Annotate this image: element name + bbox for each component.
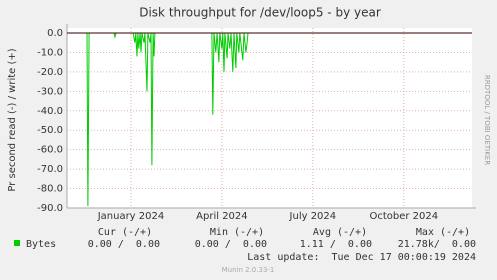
stats-header: Max (-/+) — [416, 227, 470, 238]
y-tick-label: -70.0 — [37, 164, 63, 175]
x-tick-label: April 2024 — [196, 211, 247, 222]
x-tick-label: January 2024 — [97, 211, 165, 222]
y-axis-label: Pr second read (-) / write (+) — [7, 48, 18, 191]
y-tick-label: -40.0 — [37, 106, 63, 117]
y-tick-label: -50.0 — [37, 125, 63, 136]
y-tick-label: -20.0 — [37, 67, 63, 78]
legend-swatch — [14, 240, 20, 246]
y-tick-label: 0.0 — [47, 28, 63, 39]
x-tick-label: July 2024 — [289, 211, 337, 222]
last-update: Last update: Tue Dec 17 00:00:19 2024 — [247, 252, 476, 263]
chart-title: Disk throughput for /dev/loop5 - by year — [139, 6, 381, 20]
stats-cell: 0.00 / 0.00 — [195, 239, 267, 250]
stats-header: Avg (-/+) — [313, 227, 367, 238]
legend-label: Bytes — [26, 239, 56, 250]
side-label: RRDTOOL / TOBI OETIKER — [483, 75, 491, 165]
stats-cell: 21.78k/ 0.00 — [398, 239, 476, 250]
stats-cell: 0.00 / 0.00 — [88, 239, 160, 250]
footer: Munin 2.0.33-1 — [222, 266, 275, 274]
stats-header: Cur (-/+) — [98, 227, 152, 238]
stats-cell: 1.11 / 0.00 — [300, 239, 372, 250]
y-tick-label: -10.0 — [37, 47, 63, 58]
y-tick-label: -60.0 — [37, 145, 63, 156]
y-tick-label: -90.0 — [37, 203, 63, 214]
x-tick-label: October 2024 — [369, 211, 438, 222]
stats-header: Min (-/+) — [210, 227, 264, 238]
y-tick-label: -30.0 — [37, 86, 63, 97]
plot-area — [67, 28, 472, 208]
y-tick-label: -80.0 — [37, 184, 63, 195]
